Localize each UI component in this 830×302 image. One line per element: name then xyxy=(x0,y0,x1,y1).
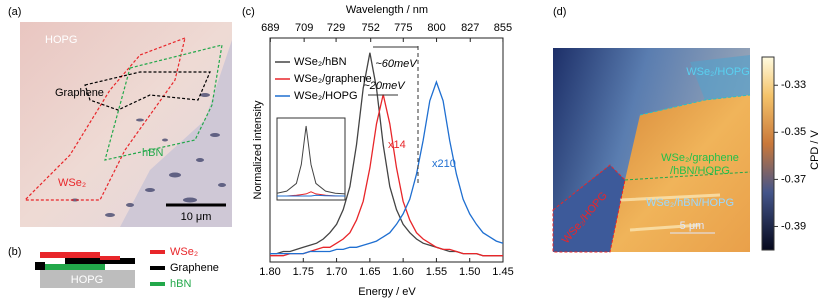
micrograph xyxy=(20,22,232,227)
graphene-label: Graphene xyxy=(55,87,104,99)
x2-tick-label: 729 xyxy=(327,22,345,34)
annotation: x210 xyxy=(432,158,456,170)
inset-line xyxy=(276,125,346,195)
legend-label: hBN xyxy=(170,278,191,290)
colorbar-tick-label: -0.37 xyxy=(781,173,806,185)
annotation: ~20meV xyxy=(363,80,406,92)
panel-label: (d) xyxy=(553,6,566,18)
stack-schematic xyxy=(35,252,135,288)
hbn-label: hBN xyxy=(142,147,163,159)
region-label: WSe₂/hBN/HOPG xyxy=(646,197,734,209)
annotation: x14 xyxy=(388,139,406,151)
series-line xyxy=(270,80,504,255)
graphene-outline xyxy=(84,71,211,111)
inset-frame xyxy=(276,117,346,201)
x2-tick-label: 800 xyxy=(427,22,445,34)
x2-axis-title: Wavelength / nm xyxy=(346,4,428,16)
region-outline xyxy=(639,94,751,116)
region-label: WSe₂/graphene xyxy=(661,152,739,164)
legend-label: WSe₂ xyxy=(170,246,198,258)
hbn-outline xyxy=(104,44,223,161)
colorbar-title: CPD / V xyxy=(809,129,821,169)
colorbar-tick-label: -0.39 xyxy=(781,220,806,232)
x-tick-label: 1.65 xyxy=(359,266,380,278)
x-tick-label: 1.55 xyxy=(426,266,447,278)
x-tick-label: 1.80 xyxy=(259,266,280,278)
scale-label: 5 μm xyxy=(680,220,705,232)
x2-tick-label: 752 xyxy=(362,22,380,34)
colorbar-tick-label: -0.33 xyxy=(781,79,806,91)
wse2-outline xyxy=(23,37,186,201)
x2-tick-label: 709 xyxy=(295,22,313,34)
cpd-map xyxy=(553,48,750,252)
x-tick-label: 1.60 xyxy=(392,266,413,278)
region-outline xyxy=(624,171,751,181)
legend-label: WSe₂/HOPG xyxy=(294,90,358,102)
region-label: /hBN/HOPG xyxy=(670,165,730,177)
plot-frame xyxy=(269,37,504,263)
annotation: ~60meV xyxy=(375,58,418,70)
x2-tick-label: 855 xyxy=(494,22,512,34)
legend-label: WSe₂/graphene xyxy=(294,73,372,85)
x-axis-title: Energy / eV xyxy=(358,286,416,298)
colorbar xyxy=(761,56,775,251)
hopg-label: HOPG xyxy=(71,274,103,286)
x-tick-label: 1.75 xyxy=(293,266,314,278)
x-tick-label: 1.50 xyxy=(459,266,480,278)
inset-line xyxy=(277,194,346,197)
y-axis-title: Normalized intensity xyxy=(252,100,264,200)
legend-label: Graphene xyxy=(170,262,219,274)
wse2-label: WSe₂ xyxy=(58,177,86,189)
hopg-label: HOPG xyxy=(45,34,77,46)
region-outline xyxy=(552,164,626,253)
x2-tick-label: 689 xyxy=(261,22,279,34)
x-tick-label: 1.45 xyxy=(492,266,513,278)
colorbar-tick-label: -0.35 xyxy=(781,126,806,138)
scale-label: 10 μm xyxy=(181,211,212,223)
panel-label: (c) xyxy=(242,6,255,18)
legend-label: WSe₂/hBN xyxy=(294,56,347,68)
panel-label: (a) xyxy=(8,6,21,18)
region-label: WSe₂/HOPG xyxy=(686,66,750,78)
x-tick-label: 1.70 xyxy=(326,266,347,278)
x2-tick-label: 827 xyxy=(461,22,479,34)
x2-tick-label: 775 xyxy=(394,22,412,34)
panel-label: (b) xyxy=(8,246,21,258)
